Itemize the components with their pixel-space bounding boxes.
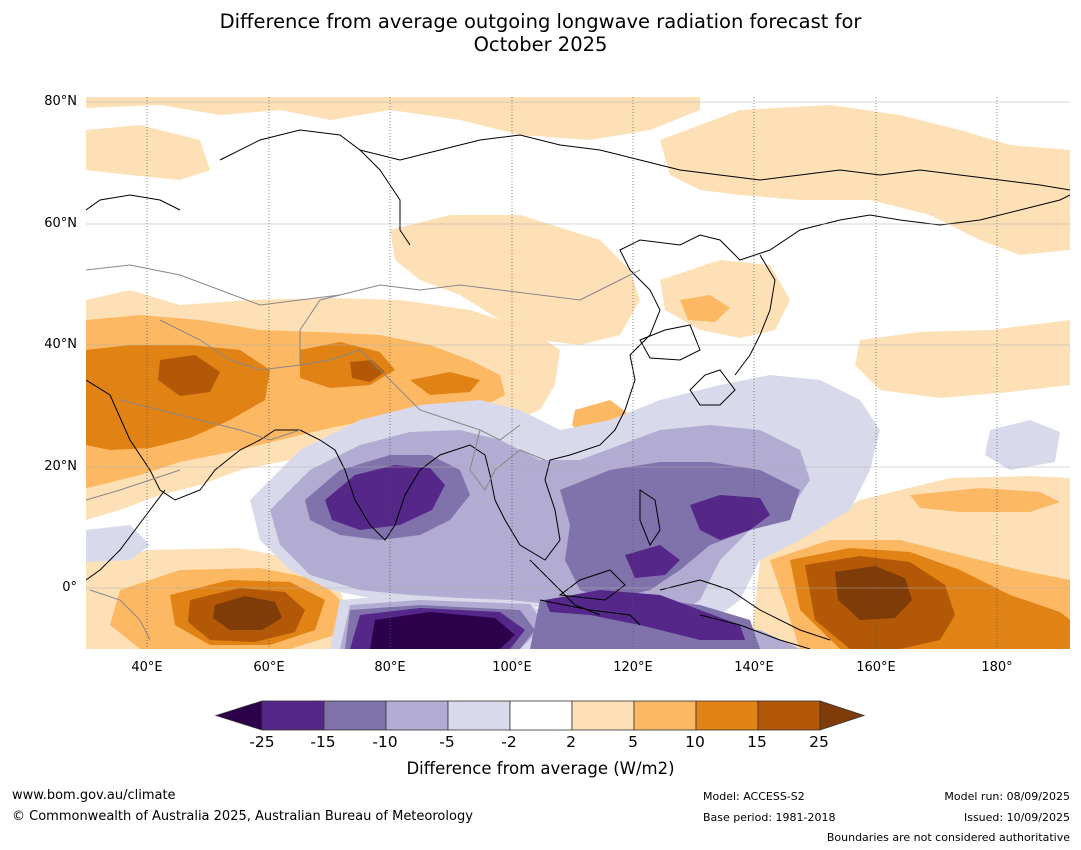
colorbar-tick: -10 [372,733,398,751]
lon-label-100e: 100°E [492,660,532,675]
model-run-text: Model run: 08/09/2025 [944,790,1070,803]
lon-label-140e: 140°E [734,660,774,675]
colorbar-tick: -15 [310,733,336,751]
colorbar-extend-high [819,700,866,731]
colorbar-tick: 10 [685,733,705,751]
title-line-1: Difference from average outgoing longwav… [219,10,862,33]
lat-label-20n: 20°N [44,459,77,474]
anomaly-negative-lt-25 [370,612,515,649]
coastlines [86,129,1070,649]
colorbar-swatch [447,700,511,731]
lat-label-60n: 60°N [44,216,77,231]
colorbar-swatch [385,700,449,731]
latitude-gridlines [86,101,1070,589]
copyright-text: © Commonwealth of Australia 2025, Austra… [12,809,473,824]
anomaly-positive-gt-25 [213,566,912,630]
forecast-map [86,97,1070,649]
country-borders [86,264,641,641]
lat-label-80n: 80°N [44,94,77,109]
lon-label-120e: 120°E [613,660,653,675]
colorbar-swatch [757,700,821,731]
colorbar-swatch [261,700,325,731]
colorbar-swatch [323,700,387,731]
colorbar-tick: -5 [439,733,455,751]
colorbar-tick: -2 [501,733,517,751]
lon-label-80e: 80°E [374,660,406,675]
lon-label-60e: 60°E [253,660,285,675]
colorbar-tick: 5 [628,733,638,751]
base-period-text: Base period: 1981-2018 [703,811,836,824]
lon-label-40e: 40°E [131,660,163,675]
colorbar-swatch [509,700,573,731]
website-link[interactable]: www.bom.gov.au/climate [12,788,176,803]
title-line-2: October 2025 [473,33,608,56]
colorbar-tick: -25 [249,733,275,751]
lon-label-180: 180° [981,660,1013,675]
colorbar-extend-low [214,700,263,731]
colorbar-swatch [695,700,759,731]
colorbar-tick: 15 [747,733,767,751]
longitude-gridlines [146,97,998,649]
lat-label-0: 0° [62,580,77,595]
colorbar-swatch [571,700,635,731]
colorbar-label: Difference from average (W/m2) [406,759,675,778]
model-text: Model: ACCESS-S2 [703,790,805,803]
map-title: Difference from average outgoing longwav… [0,10,1081,56]
disclaimer-text: Boundaries are not considered authoritat… [826,831,1070,844]
lon-label-160e: 160°E [856,660,896,675]
colorbar-swatch [633,700,697,731]
colorbar-tick: 2 [566,733,576,751]
colorbar-tick: 25 [809,733,829,751]
lat-label-40n: 40°N [44,337,77,352]
issued-text: Issued: 10/09/2025 [963,811,1070,824]
